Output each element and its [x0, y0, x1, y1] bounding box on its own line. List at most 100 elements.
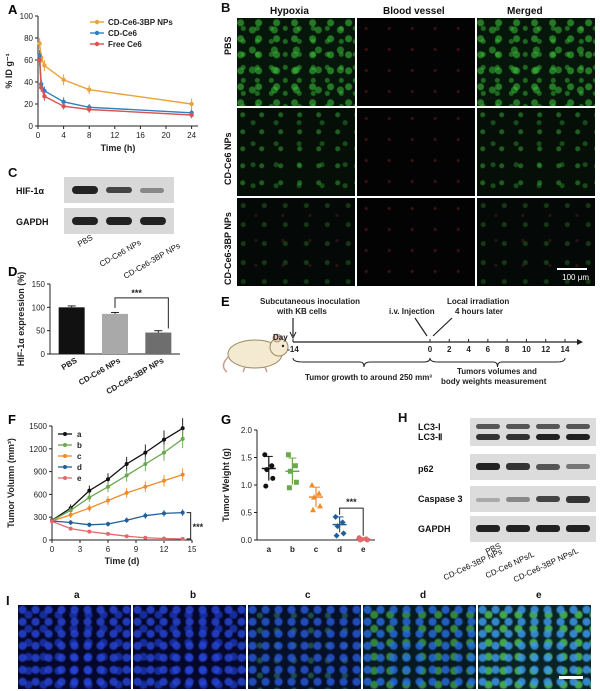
row-cd-ce6-3bp: CD-Ce6-3BP NPs: [223, 212, 233, 285]
f-point: [124, 473, 129, 478]
f-point: [180, 536, 185, 541]
g-point: [310, 506, 316, 513]
measure-text-2: body weights measurement: [441, 377, 547, 386]
f-point: [162, 437, 166, 442]
f-series-line: [51, 427, 184, 521]
band-label-p62: p62: [418, 464, 434, 474]
g-ytick-label: 0.5: [241, 509, 253, 518]
g-ytick-label: 1.0: [241, 481, 253, 490]
d-ytick-label: 100: [32, 303, 46, 312]
g-point: [309, 482, 315, 488]
f-point: [143, 513, 148, 518]
d-bar: [145, 332, 172, 354]
a-series-line: [38, 55, 192, 114]
g-sig-label: ***: [346, 497, 357, 507]
f-legend-marker: [63, 432, 67, 436]
f-point: [124, 534, 129, 539]
row-cd-ce6: CD-Ce6 NPs: [223, 132, 233, 185]
timeline-tick-label: 12: [541, 345, 550, 354]
f-point: [87, 506, 92, 511]
measure-brace: [429, 357, 566, 368]
g-point: [311, 494, 317, 500]
blot-gapdh: [64, 208, 174, 234]
band-label-lc3-1: LC3-Ⅰ: [418, 422, 441, 432]
a-ytick-label: 40: [24, 78, 33, 87]
f-point: [180, 510, 185, 515]
a-point: [87, 87, 92, 92]
f-series-line: [51, 520, 183, 540]
panel-g-plot: 0.0 0.5 1.0 1.5 2.0 Tumor Weight (g) a b c d e ***: [221, 426, 375, 554]
panel-b: B Hypoxia Blood vessel Merged PBS CD-Ce6…: [215, 0, 600, 290]
g-category-label: e: [361, 545, 366, 554]
g-point: [285, 452, 291, 458]
f-point: [87, 522, 92, 527]
g-ytick-label: 0.0: [241, 536, 253, 545]
f-sig-bracket: [186, 512, 192, 540]
irradiation-text: Local irradiation: [447, 297, 509, 306]
injection-arrow: [414, 317, 428, 337]
a-legend-label: CD-Ce6-3BP NPs: [108, 18, 173, 27]
f-point: [143, 450, 148, 455]
d-sig-label: ***: [131, 288, 142, 298]
a-series-line: [38, 43, 192, 105]
panel-letter-c: C: [8, 165, 18, 180]
growth-brace: [292, 357, 431, 368]
g-point: [333, 532, 340, 539]
g-point: [287, 468, 293, 474]
a-xtick-label: 12: [110, 131, 119, 140]
f-point: [180, 436, 185, 441]
irradiation-text-2: 4 hours later: [455, 307, 503, 316]
f-xtick-label: 15: [188, 545, 197, 554]
g-category-label: c: [314, 545, 319, 554]
f-point: [68, 520, 73, 525]
a-point: [42, 94, 47, 99]
g-point: [293, 479, 299, 485]
f-point: [162, 536, 166, 541]
blot-lc3: [470, 418, 596, 446]
timeline-tick-label: 8: [505, 345, 510, 354]
a-point: [189, 101, 194, 107]
a-point: [87, 107, 92, 112]
f-point: [106, 531, 110, 536]
panel-c: C HIF-1α GAPDH PBS CD-Ce6 NPs CD-Ce6-3BP…: [0, 165, 210, 281]
a-xlabel: Time (h): [101, 143, 136, 153]
d-bar: [58, 307, 85, 354]
col-blood-vessel: Blood vessel: [383, 6, 445, 17]
panel-letter-a: A: [8, 2, 18, 17]
f-point: [124, 490, 129, 495]
g-ytick-label: 1.5: [241, 454, 253, 463]
micrograph-cdce6-merged: [477, 108, 595, 196]
scale-bar: [557, 268, 587, 270]
f-point: [106, 522, 110, 527]
label-i-e: e: [536, 590, 542, 601]
f-point: [143, 535, 148, 540]
f-xtick-label: 0: [50, 545, 55, 554]
a-ytick-label: 60: [24, 56, 33, 65]
a-xtick-label: 16: [136, 131, 145, 140]
d-sig-bracket: [114, 297, 169, 329]
g-sig-bracket: [339, 507, 364, 536]
a-legend-marker: [94, 19, 100, 25]
timeline-tick-label: 14: [561, 345, 570, 354]
f-series-line: [51, 438, 184, 522]
micrograph-pbs-hypoxia: [237, 18, 355, 106]
growth-text: Tumor growth to around 250 mm³: [305, 373, 432, 382]
blot-p62: [470, 454, 596, 480]
g-category-label: b: [290, 545, 295, 554]
g-point: [317, 502, 323, 509]
inoculation-arrowhead: [289, 331, 297, 340]
g-point: [357, 537, 363, 543]
band-label-caspase: Caspase 3: [418, 494, 463, 504]
micrograph-3bp-merged: 100 μm: [477, 198, 595, 286]
blot-gapdh-h: [470, 516, 596, 542]
injection-text: i.v. Injection: [389, 307, 435, 316]
a-xtick-label: 8: [87, 131, 92, 140]
f-point: [124, 462, 129, 466]
d-ytick-label: 0: [41, 350, 46, 359]
lane-pbs: PBS: [76, 232, 95, 249]
f-point: [87, 488, 92, 493]
a-legend-label: CD-Ce6: [108, 29, 137, 38]
g-point: [332, 513, 339, 520]
